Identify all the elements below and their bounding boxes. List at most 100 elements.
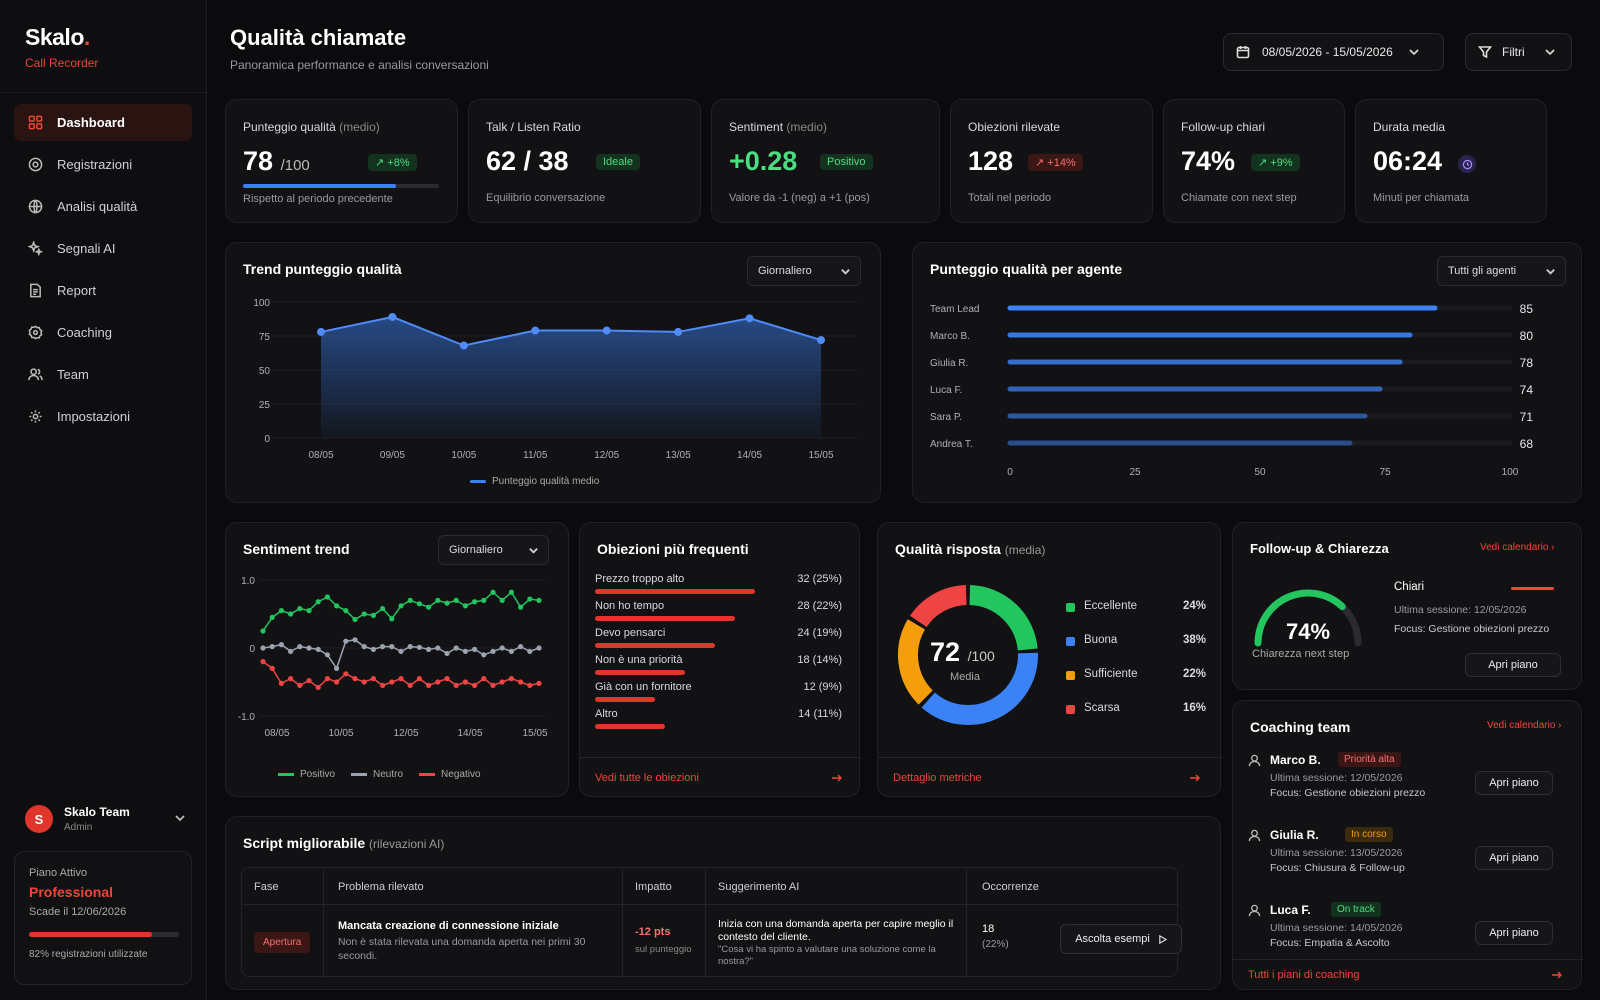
brand-logo[interactable]: Skalo. xyxy=(25,24,90,50)
kpi-label: Sentiment (medio) xyxy=(729,120,828,134)
objection-row[interactable]: Devo pensarci 24 (19%) xyxy=(595,627,842,654)
sidebar-item-analisi[interactable]: Analisi qualità xyxy=(14,188,192,225)
objection-row[interactable]: Già con un fornitore 12 (9%) xyxy=(595,681,842,708)
table-header: Impatto xyxy=(635,881,672,893)
data-point xyxy=(306,645,312,651)
brand-subtitle: Call Recorder xyxy=(25,56,99,70)
arrow-right-icon[interactable] xyxy=(1551,969,1563,981)
data-point xyxy=(361,611,367,617)
data-point xyxy=(260,628,266,634)
sidebar-item-label: Analisi qualità xyxy=(57,199,138,214)
sparkle-icon xyxy=(28,241,43,256)
data-point xyxy=(536,645,542,651)
data-point xyxy=(334,679,340,685)
data-point xyxy=(453,682,459,688)
date-range-picker[interactable]: 08/05/2026 - 15/05/2026 xyxy=(1223,33,1444,71)
x-tick-label: 12/05 xyxy=(393,728,418,739)
open-plan-button[interactable]: Apri piano xyxy=(1465,653,1561,677)
filter-button[interactable]: Filtri xyxy=(1465,33,1572,71)
data-point xyxy=(288,611,294,617)
data-point xyxy=(407,682,413,688)
calendar-link[interactable]: Vedi calendario › xyxy=(1487,720,1562,731)
data-point xyxy=(343,671,349,677)
grid-icon xyxy=(28,115,43,130)
divider xyxy=(878,757,1222,758)
sidebar-item-coaching[interactable]: Coaching xyxy=(14,314,192,351)
objection-row[interactable]: Altro 14 (11%) xyxy=(595,708,842,735)
objection-row[interactable]: Non è una priorità 18 (14%) xyxy=(595,654,842,681)
arrow-right-icon[interactable] xyxy=(831,772,843,784)
data-point xyxy=(499,597,505,603)
play-icon xyxy=(1159,934,1167,944)
data-point xyxy=(416,601,422,607)
plan-label: Piano Attivo xyxy=(29,867,88,879)
sidebar-item-report[interactable]: Report xyxy=(14,272,192,309)
legend-label: Punteggio qualità medio xyxy=(492,476,600,487)
x-tick-label: 14/05 xyxy=(737,450,762,461)
objection-label: Prezzo troppo alto xyxy=(595,573,685,585)
data-point xyxy=(407,597,413,603)
data-point xyxy=(527,596,533,602)
x-tick-label: 75 xyxy=(1379,467,1391,478)
calendar-link[interactable]: Vedi calendario › xyxy=(1480,542,1555,553)
sidebar-item-team[interactable]: Team xyxy=(14,356,192,393)
user-menu[interactable]: S Skalo Team Admin xyxy=(25,805,195,841)
x-tick-label: 100 xyxy=(1502,467,1519,478)
sidebar-nav: Dashboard Registrazioni Analisi qualità … xyxy=(14,104,192,440)
data-point xyxy=(527,682,533,688)
data-point xyxy=(352,616,358,623)
agents-chart: Team Lead 85 Marco B. 80 Giulia R. 78 Luca F. 7… xyxy=(930,302,1533,478)
chevron-down-icon xyxy=(529,548,538,554)
sidebar-item-label: Coaching xyxy=(57,325,112,340)
script-card: Script migliorabile (rilevazioni AI) Fas… xyxy=(225,816,1221,990)
legend-item: Sufficiente 22% xyxy=(1066,668,1206,684)
x-tick-label: 0 xyxy=(1007,467,1013,478)
agents-select[interactable]: Tutti gli agenti xyxy=(1437,256,1566,286)
plan-card: Piano Attivo Professional Scade il 12/06… xyxy=(14,851,192,985)
listen-examples-button[interactable]: Ascolta esempi xyxy=(1060,924,1182,954)
kpi-value: 78 /100 xyxy=(243,146,310,176)
sidebar-item-registrazioni[interactable]: Registrazioni xyxy=(14,146,192,183)
sidebar-item-impostazioni[interactable]: Impostazioni xyxy=(14,398,192,435)
data-point xyxy=(527,648,533,654)
data-point xyxy=(278,608,284,614)
arrow-right-icon[interactable] xyxy=(1189,772,1201,784)
x-tick-label: 14/05 xyxy=(457,728,482,739)
sentiment-chart-card: Sentiment trend Giornaliero 1.0 0 -1.0 08/0… xyxy=(225,522,569,797)
y-tick-label: 0 xyxy=(249,644,255,655)
legend-value: 38% xyxy=(1182,634,1206,646)
record-icon xyxy=(28,157,43,172)
ai-suggestion: Inizia con una domanda aperta per capire… xyxy=(718,918,954,943)
impact-value: -12 pts xyxy=(635,926,671,938)
data-point xyxy=(343,638,349,644)
bar-category-label: Giulia R. xyxy=(930,358,968,369)
objection-row[interactable]: Prezzo troppo alto 32 (25%) xyxy=(595,573,842,600)
sentiment-legend: Positivo Neutro Negativo xyxy=(278,769,481,780)
all-objections-link[interactable]: Vedi tutte le obiezioni xyxy=(595,772,699,784)
document-icon xyxy=(30,283,41,298)
open-plan-button[interactable]: Apri piano xyxy=(1475,771,1553,795)
chevron-down-icon[interactable] xyxy=(173,811,187,825)
sidebar-item-segnali[interactable]: Segnali AI xyxy=(14,230,192,267)
objection-value: 12 (9%) xyxy=(803,681,842,693)
objection-value: 24 (19%) xyxy=(797,627,842,639)
sidebar-item-dashboard[interactable]: Dashboard xyxy=(14,104,192,141)
kpi-value: 62 / 38 xyxy=(486,146,569,176)
bar-category-label: Sara P. xyxy=(930,412,962,423)
open-plan-button[interactable]: Apri piano xyxy=(1475,921,1553,945)
objection-row[interactable]: Non ho tempo 28 (22%) xyxy=(595,600,842,627)
y-tick-label: 100 xyxy=(253,298,270,309)
clock-icon xyxy=(1458,155,1476,173)
open-plan-button[interactable]: Apri piano xyxy=(1475,846,1553,870)
sentiment-period-select[interactable]: Giornaliero xyxy=(438,535,549,565)
legend-label: Neutro xyxy=(373,769,404,780)
metric-details-link[interactable]: Dettaglio metriche xyxy=(893,772,982,784)
all-coaching-link[interactable]: Tutti i piani di coaching xyxy=(1248,969,1360,981)
donut-value: 72 /100 xyxy=(930,637,995,667)
chevron-down-icon xyxy=(1545,49,1555,56)
legend-label: Sufficiente xyxy=(1084,668,1138,680)
status-badge: On track xyxy=(1331,902,1381,917)
data-point xyxy=(370,612,376,618)
kpi-quality-card: Punteggio qualità (medio) 78 /100 ↗ +8% … xyxy=(225,99,458,223)
trend-period-select[interactable]: Giornaliero xyxy=(747,256,861,286)
